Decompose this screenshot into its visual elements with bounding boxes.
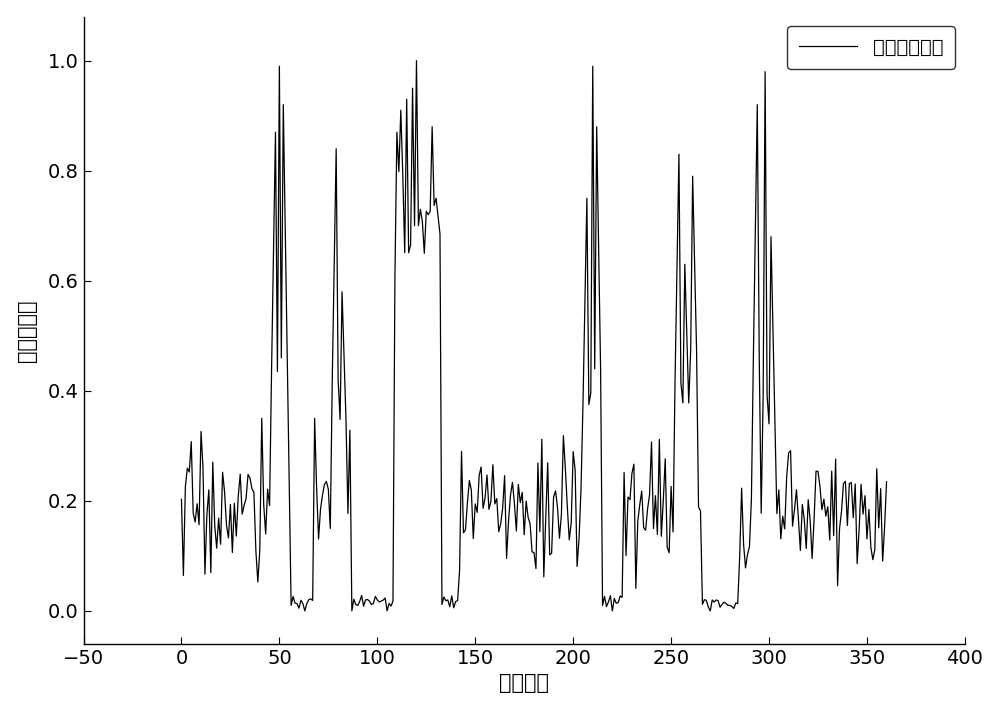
X-axis label: 采样点数: 采样点数 [499, 673, 549, 694]
采样层实测値 [175, 495, 187, 503]
采样层实测値 [620, 551, 632, 559]
采样层实测値 [309, 414, 321, 422]
采样层实测値 [410, 56, 422, 65]
Line: 采样层实测値: 采样层实测値 [181, 60, 887, 611]
采样层实测値 [581, 194, 593, 202]
Legend: 采样层实测値: 采样层实测値 [787, 26, 955, 69]
Y-axis label: 电磁场强度: 电磁场强度 [17, 299, 37, 361]
采样层实测値 [881, 477, 893, 486]
采样层实测値 [604, 591, 616, 600]
采样层实测値 [299, 606, 311, 615]
采样层实测値 [195, 427, 207, 436]
采样层实测値 [798, 515, 810, 524]
